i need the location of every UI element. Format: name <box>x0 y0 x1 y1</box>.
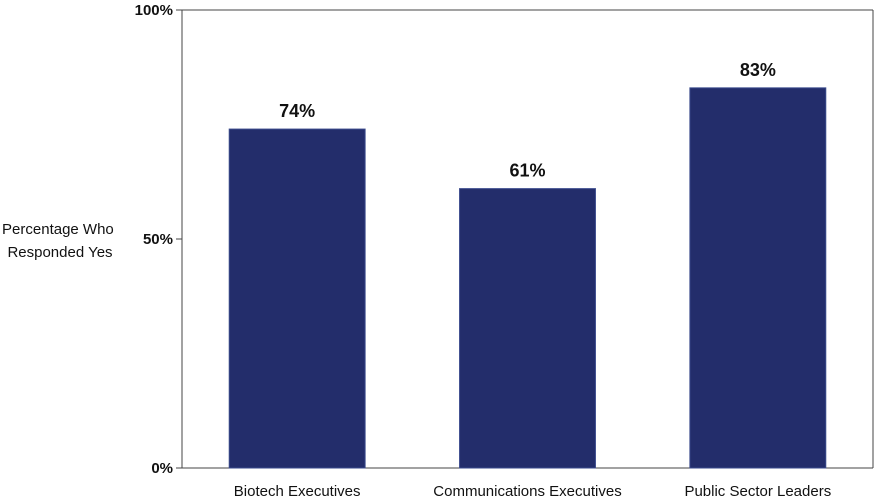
y-tick-label: 0% <box>151 460 173 477</box>
bar-data-label: 61% <box>509 161 545 181</box>
bar <box>689 87 827 469</box>
y-axis: 0% 50% 100% <box>135 2 183 477</box>
y-axis-label-line-2: Responded Yes <box>7 244 112 261</box>
x-category-label: Biotech Executives <box>234 483 361 500</box>
bar-data-label: 83% <box>740 60 776 80</box>
y-axis-label: Percentage Who Responded Yes <box>2 221 118 261</box>
bars: 74% 61% 83% <box>228 60 827 469</box>
y-axis-label-line-1: Percentage Who <box>2 221 114 238</box>
x-axis: Biotech Executives Communications Executi… <box>234 483 831 500</box>
x-category-label: Public Sector Leaders <box>684 483 831 500</box>
bar <box>228 128 366 469</box>
x-category-label: Communications Executives <box>433 483 621 500</box>
y-tick-label: 50% <box>143 231 173 248</box>
bar <box>459 188 596 469</box>
bar-data-label: 74% <box>279 101 315 121</box>
y-tick-label: 100% <box>135 2 173 19</box>
